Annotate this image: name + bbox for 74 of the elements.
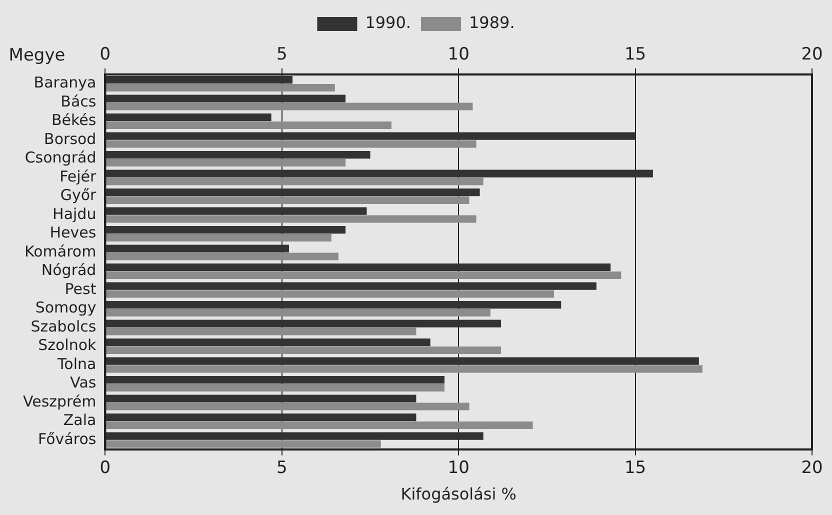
y-tick-label: Somogy [35,298,96,317]
bar [106,271,622,280]
bar [106,320,502,328]
y-tick-label: Főváros [38,430,96,448]
bar [106,234,332,242]
bar [106,421,533,430]
bar [106,282,596,290]
bar [106,121,392,130]
bar [106,357,699,365]
y-tick-label: Békés [51,111,96,130]
y-tick-label: Bács [60,92,96,110]
bar [106,215,476,223]
bar [106,290,554,298]
bar [106,414,416,422]
legend-label: 1990. [365,13,412,32]
bar [106,394,416,402]
bar [106,158,346,167]
bar [106,264,611,272]
x-tick-label: 15 [624,44,646,65]
bar [106,308,490,317]
bar [106,102,473,110]
y-tick-label: Nógrád [41,261,96,280]
y-tick-label: Baranya [34,74,96,92]
y-tick-label: Vas [70,374,96,392]
bar [106,226,346,234]
bar [106,140,476,148]
y-tick-label: Zala [63,411,96,430]
x-tick-label: 10 [448,44,470,65]
bar [106,346,502,354]
y-tick-label: Szolnok [38,336,97,354]
bar [106,178,484,186]
bar [106,252,338,260]
y-tick-label: Győr [60,186,98,204]
y-tick-label: Borsod [44,130,96,148]
bar [106,170,653,178]
y-tick-label: Csongrád [24,148,96,167]
bar [106,402,470,410]
y-tick-label: Tolna [56,354,96,373]
x2-tick-label: 0 [100,458,111,478]
bar [106,196,470,204]
x2-tick-label: 20 [801,458,823,478]
y-tick-label: Heves [50,224,96,242]
bar [106,328,416,336]
x-tick-label: 5 [276,44,288,65]
bar [106,384,444,392]
bar [106,114,272,122]
x-tick-label: 20 [801,44,823,65]
bar [106,76,293,84]
y-tick-label: Fejér [60,167,98,186]
y-tick-label: Pest [64,280,96,298]
bar [106,301,562,309]
bar [106,151,370,159]
legend-label: 1989. [469,13,515,32]
x2-tick-label: 15 [624,458,646,478]
y-tick-label: Komárom [24,242,96,260]
bar [106,244,289,252]
x-axis-title: Kifogásolási % [400,484,516,504]
y-tick-label: Szabolcs [30,317,96,336]
bar [106,365,702,373]
y-axis-title: Megye [8,45,66,66]
bar [106,338,430,346]
y-tick-label: Veszprém [22,392,96,410]
y-tick-label: Hajdu [52,204,96,223]
bar [106,207,367,215]
bar [106,440,381,448]
bar [106,84,335,92]
x-tick-label: 0 [100,44,111,65]
bar [106,432,484,440]
x2-tick-label: 5 [276,458,288,478]
bar [106,94,346,102]
x2-tick-label: 10 [448,458,470,478]
bar [106,132,636,140]
bar [106,188,480,196]
bar [106,376,444,384]
